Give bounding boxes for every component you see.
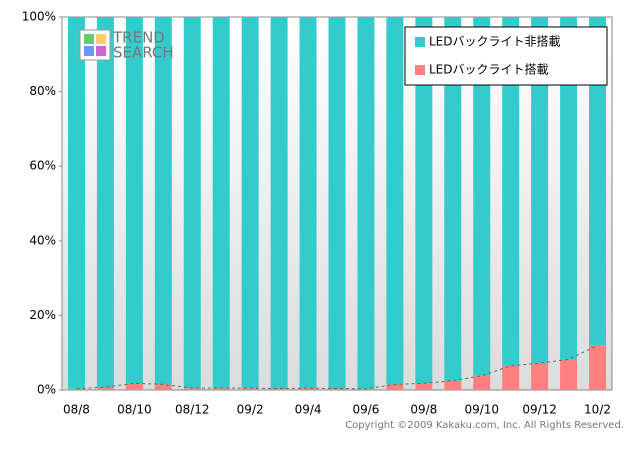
x-tick-label: 08/10 xyxy=(117,403,152,417)
bar-segment xyxy=(357,388,375,390)
logo-icon-part xyxy=(96,34,106,44)
y-tick-label: 80% xyxy=(29,84,56,98)
x-tick-label: 09/4 xyxy=(295,403,322,417)
bar-segment xyxy=(444,17,462,381)
bar-segment xyxy=(473,17,491,376)
x-tick-label: 10/2 xyxy=(584,403,611,417)
bar-segment xyxy=(502,17,520,366)
bar-segment xyxy=(154,17,172,385)
bar-segment xyxy=(212,388,230,390)
bar-segment xyxy=(270,388,288,390)
logo-icon-part xyxy=(84,34,94,44)
logo-icon-part xyxy=(96,46,106,56)
x-tick-label: 09/2 xyxy=(237,403,264,417)
bar-segment xyxy=(328,388,346,390)
bar-segment xyxy=(241,17,259,389)
bar-segment xyxy=(473,375,491,390)
x-tick-label: 09/10 xyxy=(464,403,499,417)
bar-segment xyxy=(212,17,230,389)
bar-segment xyxy=(183,17,201,389)
y-tick-label: 0% xyxy=(37,383,56,397)
x-tick-label: 09/6 xyxy=(352,403,379,417)
bar-segment xyxy=(531,363,549,390)
bar-segment xyxy=(531,17,549,364)
bar-segment xyxy=(415,17,433,384)
bar-segment xyxy=(67,388,85,390)
bar-segment xyxy=(299,17,317,389)
bar-segment xyxy=(125,17,143,384)
legend-label: LEDバックライト搭載 xyxy=(429,63,549,77)
y-tick-label: 60% xyxy=(29,159,56,173)
logo-text: TREND xyxy=(112,29,165,47)
bar-segment xyxy=(96,387,114,390)
bar-segment xyxy=(560,17,578,360)
bar-segment xyxy=(183,388,201,390)
legend-label: LEDバックライト非搭載 xyxy=(429,35,561,49)
bar-segment xyxy=(96,17,114,388)
logo-text: SEARCH xyxy=(113,44,174,62)
bar-segment xyxy=(328,17,346,389)
legend-box xyxy=(404,26,608,86)
legend-swatch xyxy=(415,37,425,47)
x-tick-label: 09/8 xyxy=(410,403,437,417)
bar-segment xyxy=(560,359,578,390)
x-tick-label: 08/8 xyxy=(63,403,90,417)
logo-icon-part xyxy=(84,46,94,56)
copyright: Copyright ©2009 Kakaku.com, Inc. All Rig… xyxy=(345,420,624,431)
bar-segment xyxy=(357,17,375,389)
y-tick-label: 100% xyxy=(22,10,56,24)
bar-segment xyxy=(589,345,607,390)
bar-segment xyxy=(270,17,288,389)
bar-segment xyxy=(67,17,85,389)
x-tick-label: 09/12 xyxy=(522,403,557,417)
bar-segment xyxy=(589,17,607,346)
legend-swatch xyxy=(415,65,425,75)
y-tick-label: 20% xyxy=(29,308,56,322)
y-tick-label: 40% xyxy=(29,233,56,247)
bar-segment xyxy=(502,365,520,390)
x-tick-label: 08/12 xyxy=(175,403,210,417)
bar-segment xyxy=(386,17,404,385)
bar-segment xyxy=(154,384,172,390)
bar-segment xyxy=(415,383,433,390)
bar-segment xyxy=(241,388,259,390)
bar-segment xyxy=(386,384,404,390)
bar-segment xyxy=(125,383,143,390)
bar-segment xyxy=(444,380,462,390)
bar-segment xyxy=(299,388,317,390)
